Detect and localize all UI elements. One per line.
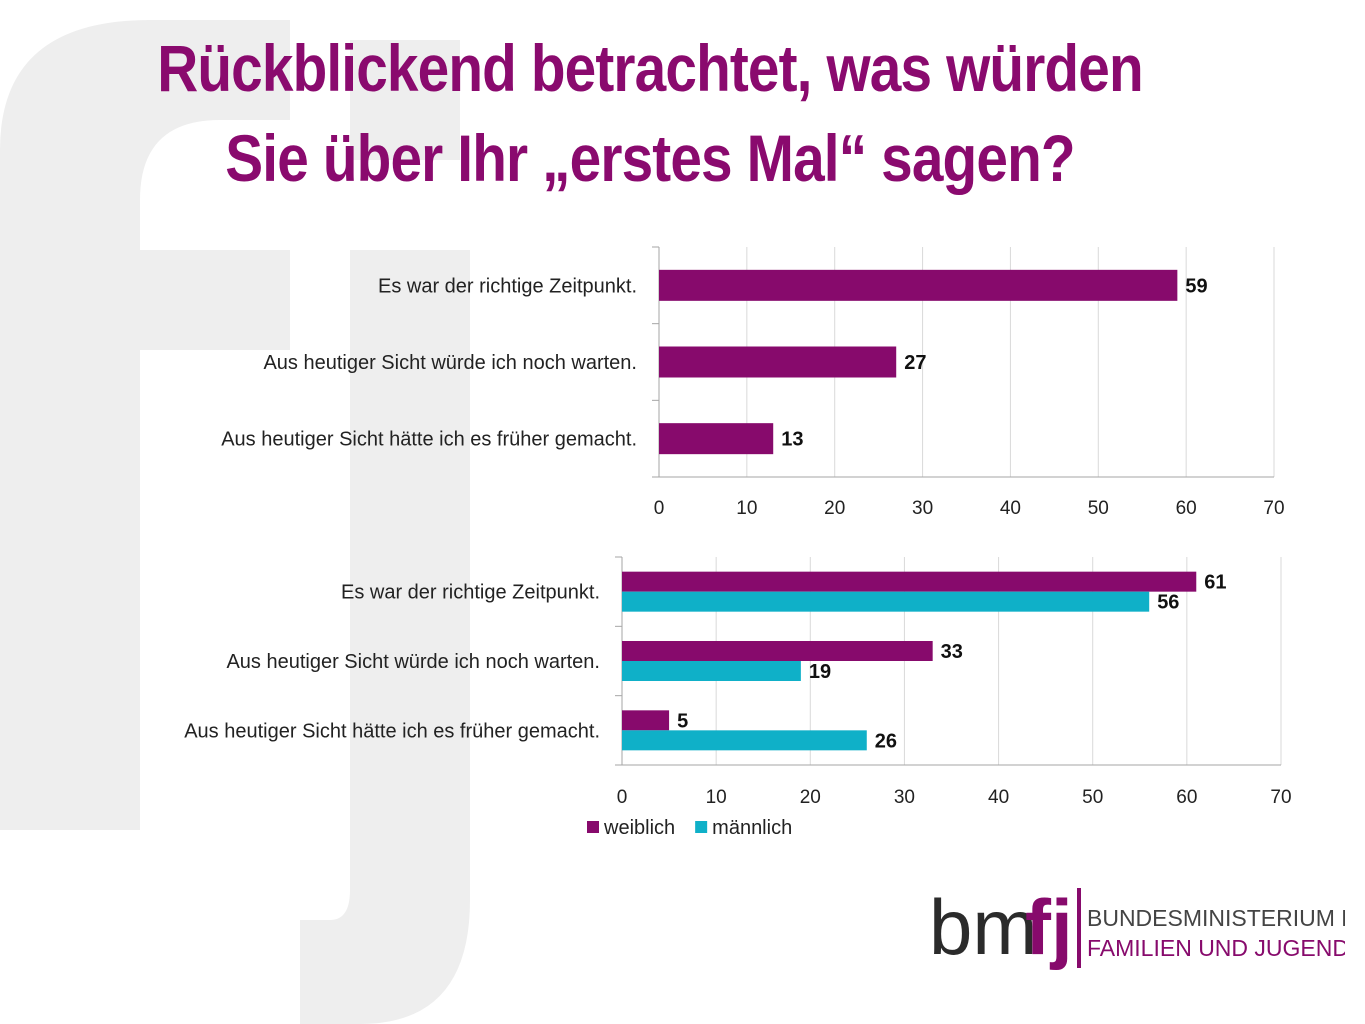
chart1-x-tick-label-6: 60 (1176, 498, 1197, 519)
chart1-data-label-2-0: 13 (781, 429, 803, 451)
chart2-bar-0-0 (622, 571, 1197, 592)
chart1-x-tick-label-4: 40 (1000, 498, 1021, 519)
title-line-1: Rückblickend betrachtet, was würden (157, 31, 1143, 105)
chart1-x-tick-label-1: 10 (736, 498, 757, 519)
title-line-2: Sie über Ihr „erstes Mal“ sagen? (225, 121, 1075, 195)
chart2-data-label-0-0: 61 (1204, 572, 1226, 594)
chart1-x-tick-label-2: 20 (824, 498, 845, 519)
chart1-data-label-1-0: 27 (904, 352, 926, 374)
chart2-legend-label-1: männlich (712, 817, 792, 839)
bmfj-logo: bm fj BUNDESMINISTERIUM FÜR FAMILIEN UND… (929, 883, 1345, 971)
chart2-data-label-0-1: 56 (1157, 592, 1179, 614)
chart2-x-tick-label-2: 20 (800, 787, 821, 808)
chart2-data-label-1-1: 19 (809, 661, 831, 683)
logo-text-line-1: BUNDESMINISTERIUM FÜR (1087, 905, 1345, 931)
chart1-bar-0-0 (659, 269, 1178, 301)
logo-divider (1077, 888, 1081, 968)
chart2-x-tick-label-3: 30 (894, 787, 915, 808)
chart2-bar-0-1 (622, 591, 1150, 612)
chart1-x-tick-label-7: 70 (1263, 498, 1284, 519)
chart1-data-label-0-0: 59 (1185, 275, 1207, 297)
chart1-x-tick-label-5: 50 (1088, 498, 1109, 519)
chart2-x-tick-label-4: 40 (988, 787, 1009, 808)
chart1-x-tick-label-3: 30 (912, 498, 933, 519)
chart2-x-tick-label-1: 10 (706, 787, 727, 808)
logo-letters-fj: fj (1025, 883, 1073, 971)
chart2-x-tick-label-5: 50 (1082, 787, 1103, 808)
chart2-x-tick-label-7: 70 (1270, 787, 1291, 808)
chart2-data-label-2-1: 26 (875, 730, 897, 752)
background-watermark (0, 20, 470, 1024)
logo-text-line-2: FAMILIEN UND JUGEND (1087, 935, 1345, 961)
logo-letters-bm: bm (929, 883, 1037, 971)
chart2-data-label-1-0: 33 (941, 641, 963, 663)
chart2-x-tick-label-6: 60 (1176, 787, 1197, 808)
